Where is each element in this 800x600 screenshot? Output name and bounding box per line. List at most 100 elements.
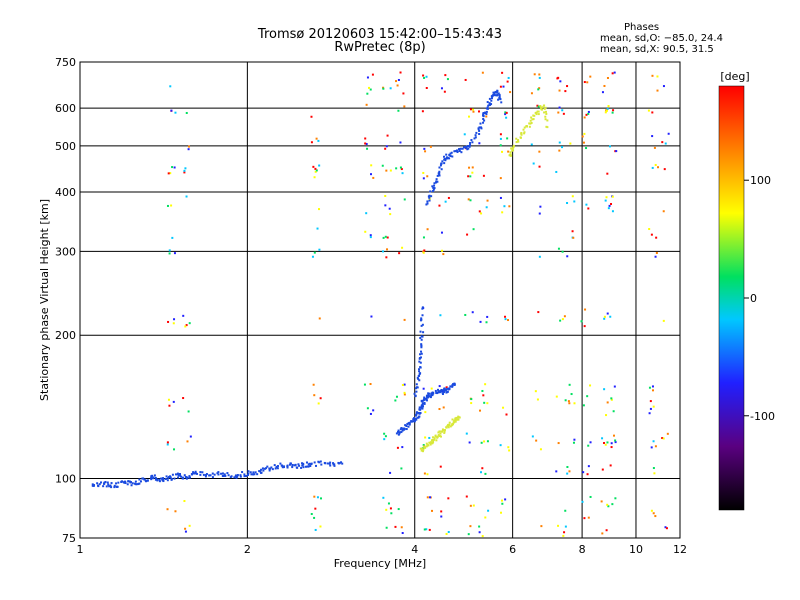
- trace-point: [443, 155, 446, 158]
- trace-point: [434, 435, 437, 438]
- noise-point: [509, 91, 512, 94]
- trace-point: [485, 107, 488, 110]
- noise-point: [610, 398, 613, 401]
- noise-point: [403, 391, 406, 394]
- trace-point: [138, 482, 141, 485]
- trace-point: [243, 473, 246, 476]
- noise-point: [539, 205, 542, 208]
- noise-point: [403, 383, 406, 386]
- trace-point: [541, 108, 544, 111]
- trace-point: [227, 474, 230, 477]
- data-point: [143, 478, 146, 481]
- noise-point: [572, 441, 575, 444]
- noise-point: [399, 71, 402, 74]
- noise-point: [365, 143, 368, 146]
- trace-point: [398, 432, 401, 435]
- trace-point: [457, 416, 460, 419]
- noise-point: [582, 404, 585, 407]
- noise-point: [568, 383, 571, 386]
- noise-point: [613, 71, 616, 74]
- trace-point: [444, 389, 447, 392]
- noise-point: [472, 504, 475, 507]
- noise-point: [611, 210, 614, 213]
- trace-point: [313, 461, 316, 464]
- trace-point: [454, 417, 457, 420]
- trace-point: [429, 443, 432, 446]
- noise-point: [582, 471, 585, 474]
- trace-point: [482, 113, 485, 116]
- noise-point: [397, 508, 400, 511]
- noise-point: [422, 171, 425, 174]
- noise-point: [312, 165, 315, 168]
- data-points: [91, 89, 549, 489]
- trace-point: [490, 97, 493, 100]
- noise-point: [445, 386, 448, 389]
- trace-point: [314, 464, 317, 467]
- trace-point: [449, 385, 452, 388]
- noise-point: [666, 432, 669, 435]
- trace-point: [445, 426, 448, 429]
- noise-point: [587, 112, 590, 115]
- noise-point: [470, 398, 473, 401]
- trace-point: [264, 467, 267, 470]
- data-point: [453, 383, 456, 386]
- noise-point: [589, 75, 592, 78]
- trace-point: [405, 428, 408, 431]
- noise-point: [604, 111, 607, 114]
- colorbar-tick-label: 100: [750, 174, 771, 187]
- noise-point: [382, 236, 385, 239]
- trace-point: [432, 440, 435, 443]
- noise-point: [607, 505, 610, 508]
- trace-point: [430, 441, 433, 444]
- trace-point: [430, 195, 433, 198]
- trace-point: [420, 318, 423, 321]
- noise-point: [480, 441, 483, 444]
- noise-point: [166, 441, 169, 444]
- trace-point: [447, 423, 450, 426]
- noise-point: [389, 213, 392, 216]
- trace-point: [131, 482, 134, 485]
- noise-point: [368, 86, 371, 89]
- noise-point: [310, 115, 313, 118]
- noise-point: [536, 104, 539, 107]
- noise-point: [483, 401, 486, 404]
- data-point: [448, 154, 451, 157]
- noise-point: [587, 110, 590, 113]
- noise-point: [478, 110, 481, 113]
- noise-point: [397, 78, 400, 81]
- noise-point: [564, 525, 567, 528]
- noise-point: [187, 148, 190, 151]
- noise-point: [171, 236, 174, 239]
- noise-point: [395, 167, 398, 170]
- trace-point: [454, 150, 457, 153]
- noise-point: [563, 531, 566, 534]
- trace-point: [400, 427, 403, 430]
- noise-point: [557, 442, 560, 445]
- trace-point: [196, 472, 199, 475]
- data-point: [520, 133, 523, 136]
- noise-point: [537, 105, 540, 108]
- noise-point: [369, 383, 372, 386]
- y-tick-label: 300: [55, 245, 76, 258]
- noise-point: [365, 212, 368, 215]
- trace-point: [296, 466, 299, 469]
- noise-point: [372, 176, 375, 179]
- noise-point: [501, 211, 504, 214]
- noise-point: [661, 141, 664, 144]
- trace-point: [222, 474, 225, 477]
- trace-point: [544, 110, 547, 113]
- noise-point: [479, 320, 482, 323]
- noise-point: [428, 436, 431, 439]
- noise-point: [314, 528, 317, 531]
- trace-point: [142, 477, 145, 480]
- noise-point: [369, 412, 372, 415]
- trace-point: [254, 471, 257, 474]
- trace-point: [306, 465, 309, 468]
- noise-point: [381, 164, 384, 167]
- noise-point: [573, 402, 576, 405]
- trace-point: [421, 314, 424, 317]
- noise-point: [396, 84, 399, 87]
- trace-point: [419, 372, 422, 375]
- trace-point: [531, 118, 534, 121]
- trace-point: [153, 474, 156, 477]
